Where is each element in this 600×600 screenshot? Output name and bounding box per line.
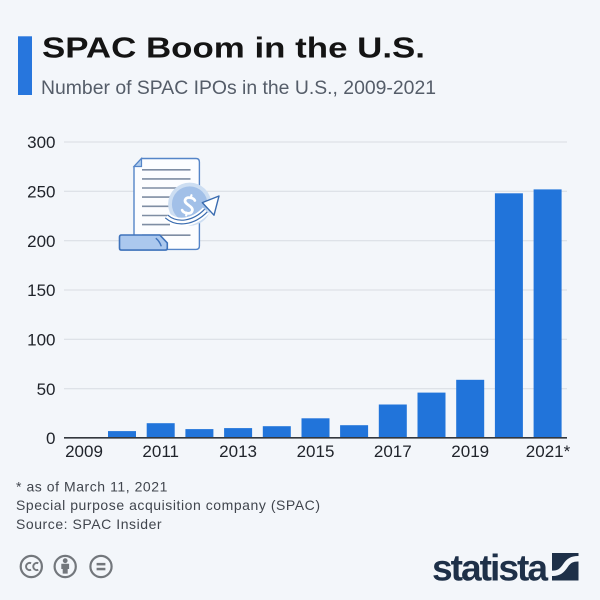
svg-text:2013: 2013: [219, 442, 257, 461]
svg-text:2015: 2015: [297, 442, 335, 461]
svg-text:2009: 2009: [65, 442, 103, 461]
svg-text:2017: 2017: [374, 442, 412, 461]
svg-text:150: 150: [27, 281, 55, 300]
svg-text:2021*: 2021*: [526, 442, 571, 461]
svg-text:statista: statista: [432, 548, 548, 589]
svg-text:300: 300: [27, 133, 55, 152]
svg-text:SPAC Boom in the U.S.: SPAC Boom in the U.S.: [42, 33, 425, 65]
svg-text:Number of SPAC IPOs in the U.S: Number of SPAC IPOs in the U.S., 2009-20…: [41, 77, 436, 99]
svg-text:2011: 2011: [142, 442, 179, 461]
svg-text:100: 100: [27, 330, 55, 349]
svg-text:0: 0: [46, 429, 55, 448]
svg-text:2019: 2019: [451, 442, 489, 461]
svg-text:250: 250: [27, 182, 55, 201]
svg-text:* as of March 11, 2021: * as of March 11, 2021: [16, 479, 168, 495]
svg-text:Special purpose acquisition co: Special purpose acquisition company (SPA…: [16, 497, 321, 513]
svg-text:Source: SPAC Insider: Source: SPAC Insider: [16, 516, 162, 532]
svg-text:200: 200: [27, 232, 55, 251]
svg-text:50: 50: [37, 380, 56, 399]
